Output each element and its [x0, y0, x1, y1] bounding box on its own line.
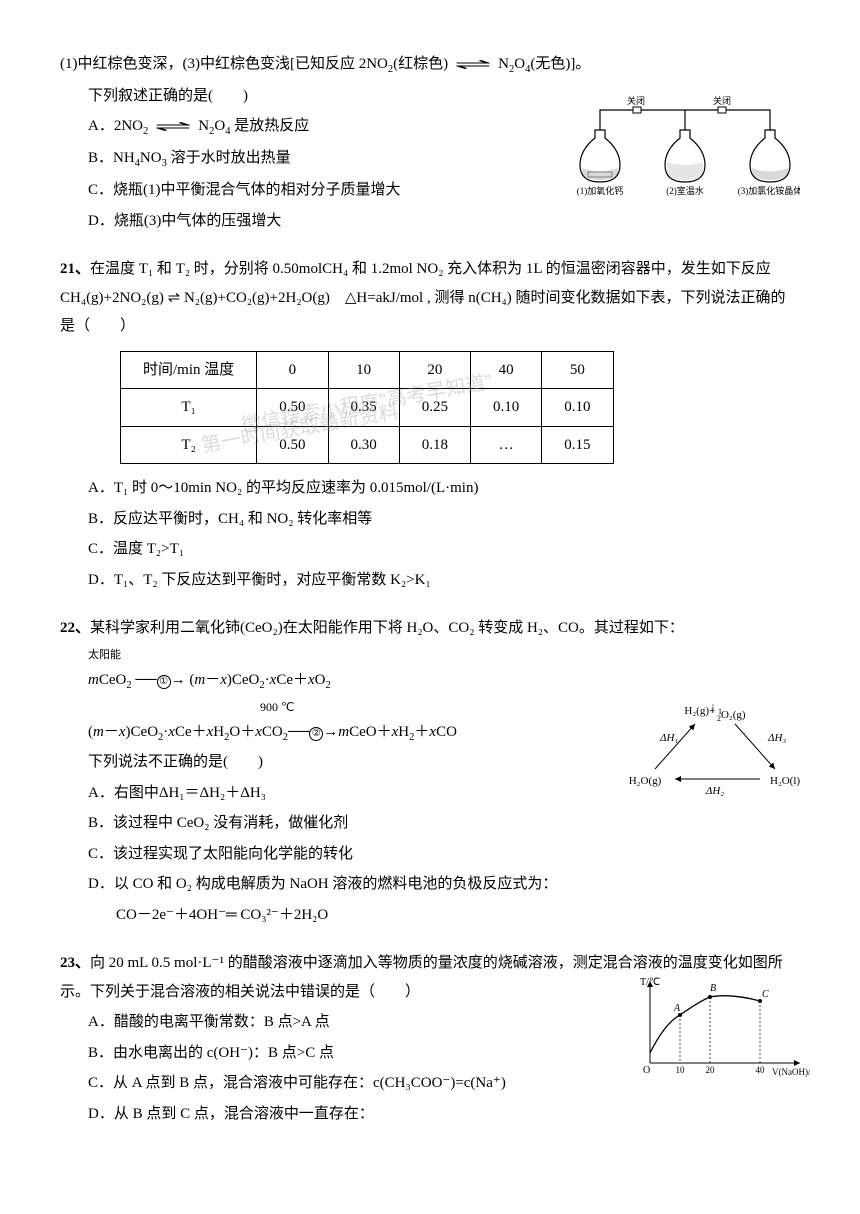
svg-text:H₂O(g): H₂O(g) [629, 775, 662, 787]
q21-text: 21、在温度 T₁ 和 T₂ 时，分别将 0.50molCH₄ 和 1.2mol… [60, 255, 800, 341]
svg-text:H₂(g)+ 12O₂(g): H₂(g)+ 12O₂(g) [684, 705, 746, 723]
svg-text:(2)室温水: (2)室温水 [666, 185, 704, 196]
q22-option-d: D．以 CO 和 O₂ 构成电解质为 NaOH 溶液的燃料电池的负极反应式为： [60, 870, 800, 899]
q22-equation-1: mCeO2 ──①→ (m－x)CeO2·xCe＋xO2 [60, 666, 800, 696]
svg-text:(3)加氯化铵晶体: (3)加氯化铵晶体 [738, 185, 800, 196]
svg-text:V(NaOH)/mL: V(NaOH)/mL [772, 1067, 810, 1077]
question-22: H₂(g)+ 12O₂(g) H₂O(g) H₂O(l) ΔH₁ ΔH₃ ΔH₂… [60, 614, 800, 931]
svg-text:关闭: 关闭 [713, 95, 731, 106]
q21-option-b: B．反应达平衡时，CH₄ 和 NO₂ 转化率相等 [60, 505, 800, 534]
equilibrium-arrow-icon [448, 57, 498, 72]
svg-text:ΔH₃: ΔH₃ [767, 732, 786, 744]
svg-text:O: O [643, 1065, 650, 1076]
svg-text:H₂O(l): H₂O(l) [770, 775, 800, 787]
svg-text:40: 40 [756, 1065, 766, 1075]
svg-text:ΔH₁: ΔH₁ [659, 732, 678, 744]
equilibrium-arrow-icon [148, 120, 198, 135]
q22-sun-label: 太阳能 [60, 645, 800, 666]
q21-option-c: C．温度 T₂>T₁ [60, 535, 800, 564]
svg-text:(1)加氧化钙: (1)加氧化钙 [577, 185, 624, 196]
svg-text:B: B [710, 983, 716, 994]
q23-option-d: D．从 B 点到 C 点，混合溶液中一直存在： [60, 1100, 800, 1129]
q20-premise: (1)中红棕色变深，(3)中红棕色变浅[已知反应 2NO2(红棕色)N2O4(无… [60, 50, 800, 80]
svg-text:T/℃: T/℃ [640, 977, 660, 988]
q22-text: 22、某科学家利用二氧化铈(CeO₂)在太阳能作用下将 H₂O、CO₂ 转变成 … [60, 614, 800, 643]
q21-data-table: 时间/min 温度 0 10 20 40 50 T₁ 0.50 0.35 0.2… [120, 351, 614, 465]
q22-option-c: C．该过程实现了太阳能向化学能的转化 [60, 840, 800, 869]
q21-option-d: D．T₁、T₂ 下反应达到平衡时，对应平衡常数 K₂>K₁ [60, 566, 800, 595]
svg-text:C: C [762, 989, 769, 1000]
enthalpy-triangle-diagram: H₂(g)+ 12O₂(g) H₂O(g) H₂O(l) ΔH₁ ΔH₃ ΔH₂ [620, 699, 810, 820]
svg-text:10: 10 [676, 1065, 686, 1075]
question-21: 微信搜索小程序"高考早知道" 第一时间获取最新资料 21、在温度 T₁ 和 T₂… [60, 255, 800, 596]
flask-apparatus-diagram: 关闭 关闭 (1)加氧化钙 (2)室温水 (3)加氯化铵晶体 [570, 90, 800, 221]
temperature-graph: T/℃ V(NaOH)/mL O A B C 10 20 40 [630, 973, 810, 1094]
q21-option-a: A．T₁ 时 0～10min NO₂ 的平均反应速率为 0.015mol/(L·… [60, 474, 800, 503]
svg-text:A: A [673, 1003, 681, 1014]
q22-option-d-eq: CO－2e⁻＋4OH⁻═ CO₃²⁻＋2H₂O [60, 901, 800, 930]
svg-text:关闭: 关闭 [627, 95, 645, 106]
svg-text:20: 20 [706, 1065, 716, 1075]
question-20: 关闭 关闭 (1)加氧化钙 (2)室温水 (3)加氯化铵晶体 (1)中红棕色变深… [60, 50, 800, 237]
question-23: T/℃ V(NaOH)/mL O A B C 10 20 40 23、向 20 … [60, 949, 800, 1130]
svg-text:ΔH₂: ΔH₂ [705, 785, 724, 797]
